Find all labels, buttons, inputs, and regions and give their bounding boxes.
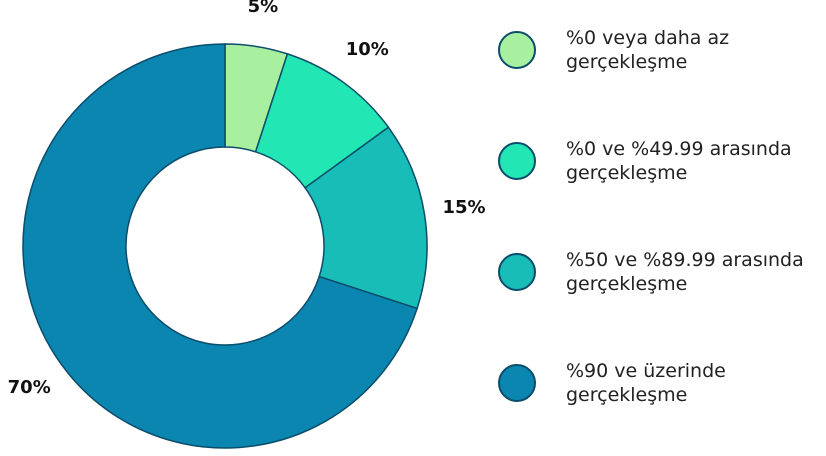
legend-swatch — [498, 31, 536, 69]
legend-label: %0 veya daha az gerçekleşme — [566, 27, 730, 73]
legend-swatch — [498, 364, 536, 402]
data-label: 15% — [442, 197, 485, 218]
data-label: 5% — [248, 0, 279, 17]
donut-slice — [22, 43, 419, 449]
data-label: 70% — [8, 377, 51, 398]
donut-slice — [304, 126, 428, 310]
legend-label: %90 ve üzerinde gerçekleşme — [566, 360, 726, 406]
legend-item: %50 ve %89.99 arasında gerçekleşme — [498, 242, 804, 302]
legend-swatch — [498, 253, 536, 291]
legend-swatch — [498, 142, 536, 180]
legend-item: %0 ve %49.99 arasında gerçekleşme — [498, 131, 792, 191]
legend-item: %90 ve üzerinde gerçekleşme — [498, 353, 726, 413]
legend-item: %0 veya daha az gerçekleşme — [498, 20, 729, 80]
data-label: 10% — [346, 39, 389, 60]
legend-label: %0 ve %49.99 arasında gerçekleşme — [566, 138, 792, 184]
legend-label: %50 ve %89.99 arasında gerçekleşme — [566, 249, 804, 295]
